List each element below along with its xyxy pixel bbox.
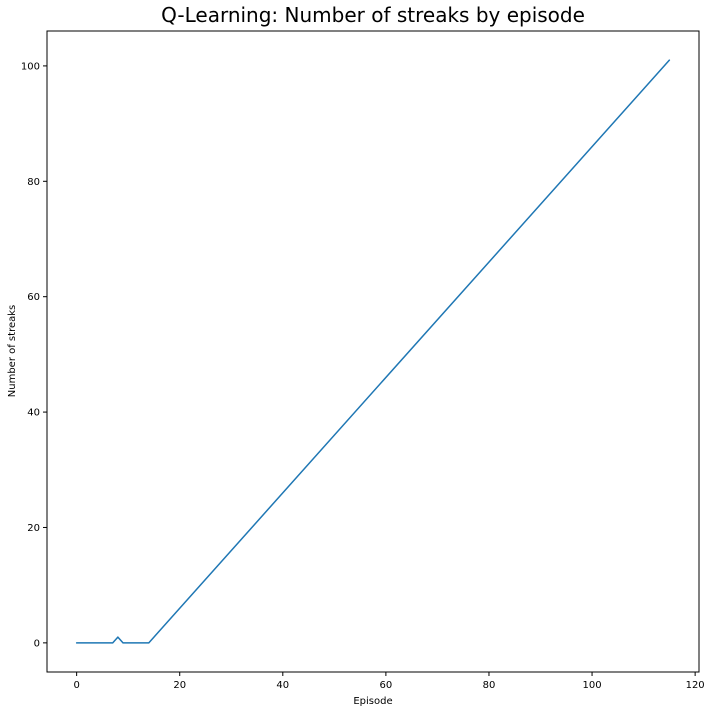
chart-title: Q-Learning: Number of streaks by episode — [161, 3, 585, 27]
y-tick-label: 0 — [34, 638, 40, 649]
x-axis-label: Episode — [353, 696, 392, 707]
x-tick-label: 120 — [686, 680, 705, 691]
y-tick-label: 60 — [27, 292, 40, 303]
y-axis-label: Number of streaks — [7, 305, 18, 397]
x-tick-label: 80 — [483, 680, 496, 691]
y-tick-label: 100 — [21, 61, 40, 72]
x-axis: 0 20 40 60 80 100 120 — [73, 672, 705, 691]
x-tick-label: 20 — [173, 680, 186, 691]
x-tick-label: 100 — [583, 680, 602, 691]
y-tick-label: 40 — [27, 408, 40, 419]
series-layer — [75, 59, 671, 644]
x-tick-label: 0 — [73, 680, 79, 691]
axes-frame — [46, 30, 700, 673]
x-tick-label: 60 — [380, 680, 393, 691]
x-tick-label: 40 — [276, 680, 289, 691]
y-tick-label: 20 — [27, 523, 40, 534]
y-axis: 0 20 40 60 80 100 — [21, 61, 47, 649]
plot-area — [46, 30, 700, 673]
y-tick-label: 80 — [27, 177, 40, 188]
series-line — [75, 59, 671, 644]
